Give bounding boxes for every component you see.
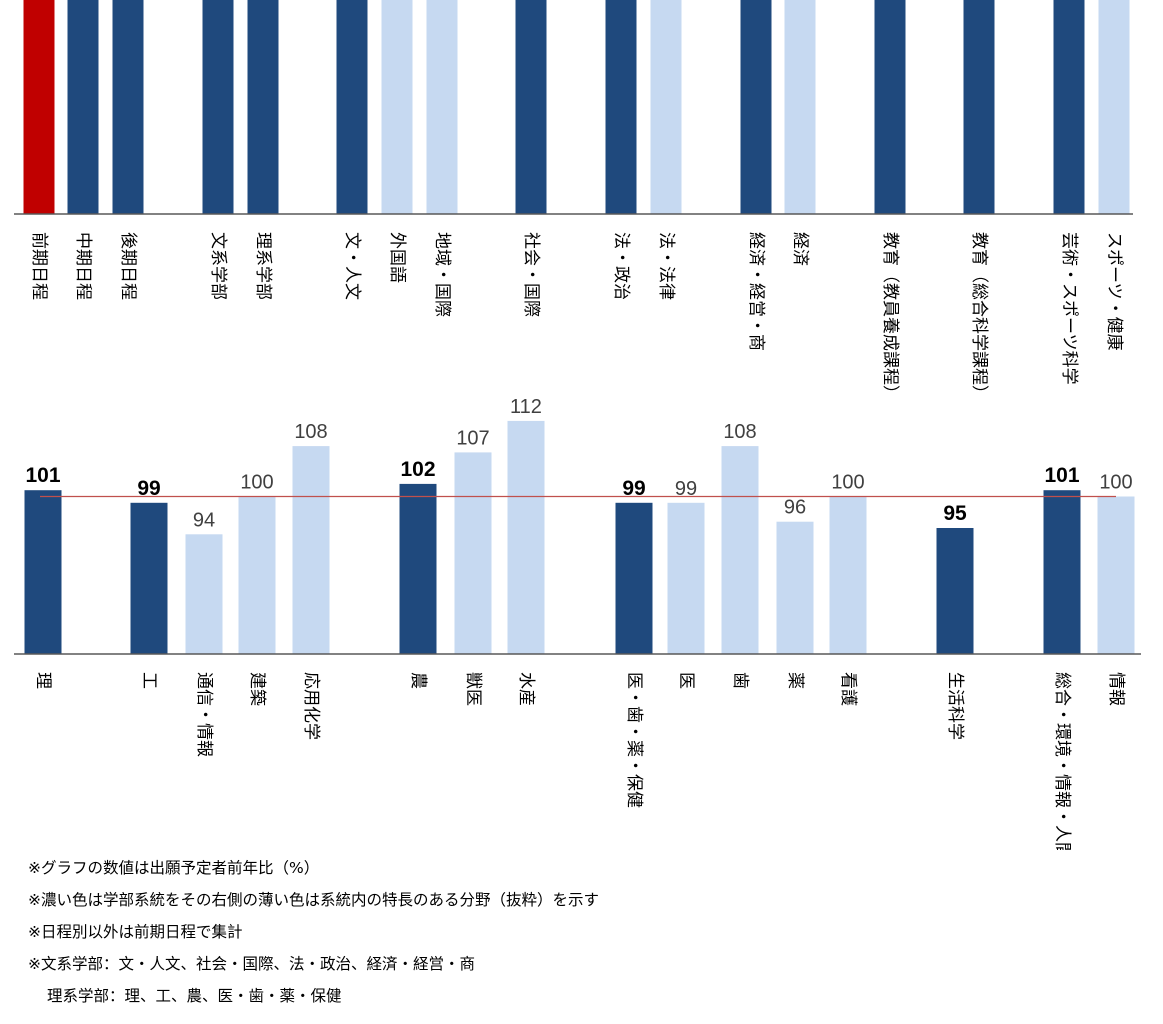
category-label-2-8: 水産: [516, 672, 536, 706]
value-label-2-13: 100: [831, 472, 864, 494]
bar-2-15: [1043, 490, 1081, 654]
value-label-2-3: 94: [193, 509, 215, 531]
category-label-2-6: 農: [408, 672, 428, 689]
bar-1-8: [426, 0, 458, 214]
category-label-2-10: 医: [676, 672, 696, 689]
category-label-1-11: 法・法律: [656, 232, 676, 300]
value-label-2-15: 101: [1044, 464, 1079, 487]
category-label-1-16: 芸術・スポーツ科学: [1059, 232, 1079, 385]
category-label-1-1: 前期日程: [29, 232, 49, 300]
bar-2-7: [454, 452, 492, 654]
bar-2-8: [507, 420, 545, 654]
bar-2-13: [829, 496, 867, 654]
bar-2-9: [615, 502, 653, 654]
bar-2-3: [185, 534, 223, 654]
bar-2-5: [292, 446, 330, 654]
value-label-2-14: 95: [943, 502, 967, 525]
category-label-1-12: 経済・経営・商: [746, 232, 766, 351]
bar-1-3: [112, 0, 144, 215]
category-label-2-7: 獣医: [463, 672, 483, 706]
note-line-3: ※日程別以外は前期日程で集計: [28, 923, 243, 941]
category-label-1-3: 後期日程: [118, 232, 138, 300]
value-label-2-16: 100: [1099, 472, 1132, 494]
bar-2-14: [936, 528, 974, 654]
bar-1-15: [963, 0, 995, 214]
bar-1-5: [247, 0, 279, 214]
category-label-1-13: 経済: [790, 232, 810, 266]
bar-1-10: [605, 0, 637, 214]
bar-1-11: [650, 0, 682, 215]
category-label-1-10: 法・政治: [611, 232, 631, 300]
value-label-2-12: 96: [784, 497, 806, 519]
note-line-4: ※文系学部：文・人文、社会・国際、法・政治、経済・経営・商: [28, 955, 475, 973]
note-line-2: ※濃い色は学部系統をその右側の薄い色は系統内の特長のある分野（抜粋）を示す: [28, 891, 599, 909]
bar-2-1: [24, 490, 62, 654]
category-label-2-14: 生活科学: [945, 672, 965, 740]
value-label-2-4: 100: [240, 472, 273, 494]
value-label-2-1: 101: [25, 464, 60, 487]
category-label-1-6: 文・人文: [342, 232, 362, 300]
value-label-2-7: 107: [456, 427, 489, 449]
category-label-1-9: 社会・国際: [521, 232, 541, 317]
bar-1-7: [381, 0, 413, 215]
value-label-2-11: 108: [723, 421, 756, 443]
category-label-1-8: 地域・国際: [432, 232, 452, 317]
value-label-2-8: 112: [510, 396, 542, 418]
category-label-1-4: 文系学部: [208, 232, 228, 300]
bar-2-2: [130, 502, 168, 654]
chart-panel-2: 101 理 99 工 94 通信・情報 100 建築 108 応用化学 102 農 107 獣医 112 水産…: [14, 396, 1141, 850]
category-label-2-3: 通信・情報: [194, 672, 214, 757]
chart-panel-1: 100前期日程98中期日程96後期日程100文系学部100理系学部99文・人文1…: [14, 0, 1133, 402]
value-label-2-6: 102: [400, 458, 435, 481]
notes: ※グラフの数値は出願予定者前年比（%） ※濃い色は学部系統をその右側の薄い色は系…: [28, 852, 788, 1012]
category-label-2-5: 応用化学: [301, 672, 321, 740]
note-line-5: 理系学部：理、工、農、医・歯・薬・保健: [47, 987, 342, 1005]
value-label-2-2: 99: [137, 477, 160, 500]
bar-2-11: [721, 446, 759, 654]
category-label-1-5: 理系学部: [253, 232, 273, 300]
bar-1-12: [740, 0, 772, 215]
value-label-2-10: 99: [675, 478, 697, 500]
bar-1-4: [202, 0, 234, 214]
bar-2-12: [776, 521, 814, 654]
bar-1-16: [1053, 0, 1085, 215]
bar-1-13: [784, 0, 816, 215]
bar-2-10: [667, 502, 705, 654]
value-label-2-5: 108: [294, 421, 327, 443]
category-label-2-16: 情報: [1106, 672, 1126, 706]
category-label-2-9: 医・歯・薬・保健: [624, 672, 644, 808]
bar-1-14: [874, 0, 906, 214]
chart-area: 100前期日程98中期日程96後期日程100文系学部100理系学部99文・人文1…: [14, 0, 1141, 850]
value-label-2-9: 99: [622, 477, 645, 500]
bar-1-17: [1098, 0, 1130, 214]
bar-1-6: [336, 0, 368, 214]
category-label-1-15: 教育（総合科学課程）: [969, 232, 989, 402]
category-label-2-2: 工: [139, 672, 159, 689]
category-label-1-14: 教育（教員養成課程）: [880, 232, 900, 402]
bar-1-2: [67, 0, 99, 215]
bar-2-6: [399, 483, 437, 654]
bar-1-9: [515, 0, 547, 214]
category-label-2-11: 歯: [730, 672, 750, 689]
category-label-2-15: 総合・環境・情報・人間: [1052, 672, 1072, 850]
bar-2-4: [238, 496, 276, 654]
category-label-2-4: 建築: [247, 672, 267, 706]
note-line-1: ※グラフの数値は出願予定者前年比（%）: [28, 859, 320, 877]
category-label-1-17: スポーツ・健康: [1104, 232, 1124, 351]
category-label-1-2: 中期日程: [73, 232, 93, 300]
category-label-2-12: 薬: [785, 672, 805, 689]
category-label-2-1: 理: [33, 672, 53, 689]
bar-2-16: [1097, 496, 1135, 654]
bar-1-1: [23, 0, 55, 214]
category-label-2-13: 看護: [838, 672, 858, 706]
category-label-1-7: 外国語: [387, 232, 407, 283]
